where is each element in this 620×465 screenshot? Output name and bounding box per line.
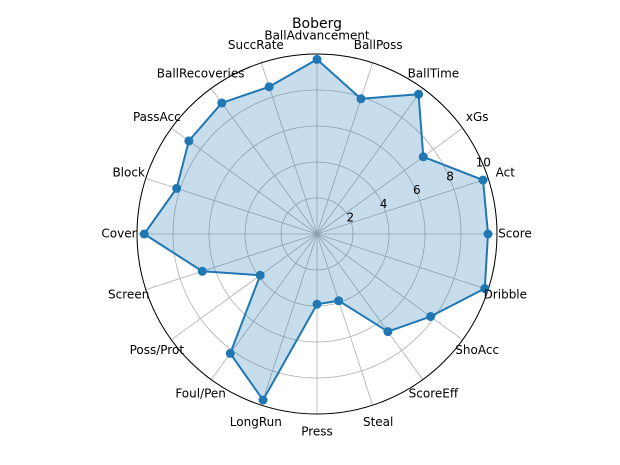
radial-grid-line [171,233,318,341]
radar-point [197,266,207,276]
category-label: Foul/Pen [175,387,226,401]
category-label: Poss/Prot [130,343,185,357]
category-label: ScoreEff [409,387,459,401]
radar-point [184,136,194,146]
radar-point [483,229,493,239]
radial-grid-line [171,127,318,235]
polar-spine [136,53,498,415]
radial-grid-line [210,88,318,235]
radar-point [255,270,265,280]
radial-grid-line [316,233,424,380]
radar-point [312,54,322,64]
r-tick-label: 4 [380,197,388,211]
category-label: BallRecoveries [157,66,245,80]
radar-point [383,327,393,337]
category-label: Score [498,227,532,241]
radar-point [217,98,227,108]
category-label: Dribble [484,288,527,302]
radar-point [418,152,428,162]
radar-point [264,82,274,92]
radar-area [143,58,489,402]
radial-grid-line [316,233,489,291]
category-label: SuccRate [228,38,284,52]
category-label: LongRun [230,415,282,429]
radar-point [258,395,268,405]
category-label: Act [496,165,516,179]
radial-grid-line [316,177,489,235]
category-label: Steal [363,415,393,429]
category-label: Screen [108,288,149,302]
chart-title: Boberg [292,16,342,32]
r-tick-label: 10 [476,156,491,170]
radar-point [480,284,490,294]
radial-grid-line [260,62,318,235]
category-label: BallAdvancement [264,29,370,43]
radar-point [172,183,182,193]
radial-grid-line [316,127,463,235]
radial-grid-line [316,233,374,406]
radial-grid-line [316,233,463,341]
category-label: BallTime [408,66,460,80]
radar-point [356,94,366,104]
category-label: BallPoss [354,38,403,52]
category-label: Cover [101,227,136,241]
radar-point [414,89,424,99]
radial-grid-line [316,88,424,235]
radial-grid-line [260,233,318,406]
category-label: ShoAcc [455,343,499,357]
radar-point [225,348,235,358]
radar-point [334,296,344,306]
r-tick-label: 8 [446,169,454,183]
category-label: Block [112,165,145,179]
r-tick-label: 2 [346,211,354,225]
radar-point [478,175,488,185]
category-label: PassAcc [133,110,181,124]
radial-grid-line [316,62,374,235]
category-label: Press [301,425,333,439]
radial-grid-line [145,233,318,291]
category-label: xGs [466,110,489,124]
radar-point [312,299,322,309]
radar-point [426,312,436,322]
radar-point [139,229,149,239]
r-tick-label: 6 [413,183,421,197]
